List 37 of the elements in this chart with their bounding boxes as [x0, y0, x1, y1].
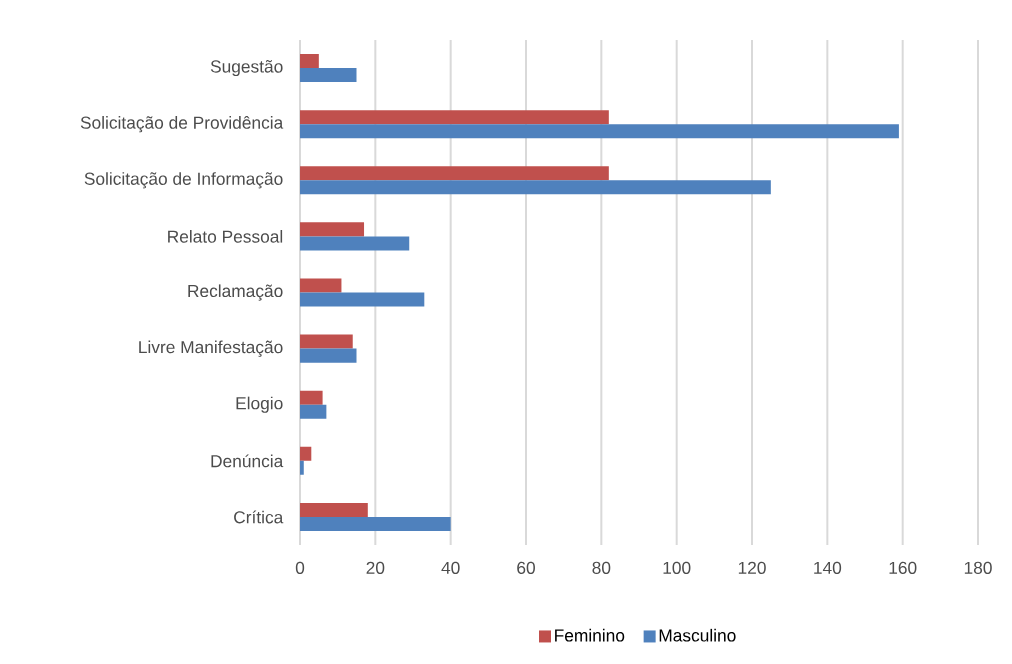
y-tick-label: Livre Manifestação — [139, 340, 283, 357]
y-tick-label: Elogio — [236, 396, 283, 413]
legend-label: Masculino — [659, 628, 736, 642]
bar — [300, 348, 357, 363]
x-tick-label: 180 — [964, 561, 992, 574]
bar — [300, 236, 410, 251]
y-tick-label: Relato Pessoal — [168, 230, 283, 243]
bar — [300, 292, 425, 307]
bar — [300, 390, 323, 405]
bar — [300, 180, 771, 195]
y-tick-label: Sugestão — [210, 60, 283, 77]
y-tick-label: Solicitação de Providência — [80, 116, 284, 133]
x-tick-label: 80 — [592, 561, 611, 574]
bar — [300, 68, 357, 83]
x-tick-label: 140 — [814, 561, 842, 574]
y-tick-label: Reclamação — [188, 284, 283, 301]
bar — [300, 334, 353, 349]
x-tick-label: 120 — [738, 561, 766, 574]
y-tick-label: Denúncia — [211, 454, 284, 468]
x-tick-label: 20 — [366, 561, 385, 574]
y-tick-label: Solicitação de Informação — [84, 172, 283, 189]
x-tick-label: 60 — [517, 561, 535, 574]
bar — [300, 516, 451, 531]
x-tick-label: 160 — [889, 561, 917, 574]
bar — [300, 54, 319, 69]
bar — [300, 166, 609, 181]
bar — [300, 124, 899, 139]
bar — [300, 222, 365, 237]
x-tick-label: 100 — [663, 561, 691, 574]
bar — [300, 110, 609, 125]
legend-label: Feminino — [555, 628, 625, 642]
bar — [300, 502, 368, 517]
x-tick-label: 40 — [441, 561, 460, 574]
bar — [300, 278, 342, 293]
y-tick-label: Crítica — [234, 510, 284, 524]
x-tick-label: 0 — [295, 561, 305, 574]
bar — [300, 404, 327, 419]
